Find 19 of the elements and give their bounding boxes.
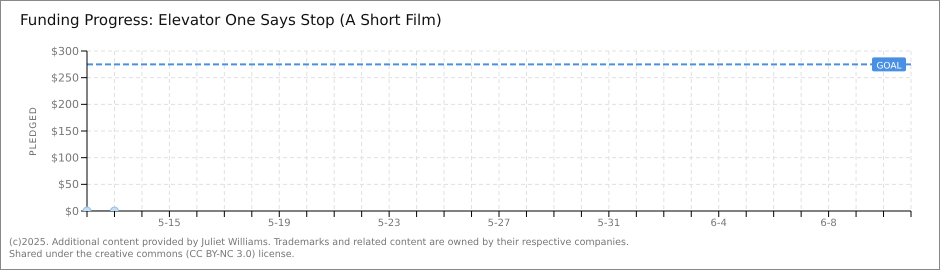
y-tick-label: $250 xyxy=(51,72,79,85)
y-tick-label: $100 xyxy=(51,152,79,165)
y-tick-label: $50 xyxy=(58,178,79,192)
x-tick-label: 6-4 xyxy=(710,218,727,230)
y-axis-title: PLEDGED xyxy=(29,106,40,156)
y-tick-label: $0 xyxy=(65,204,79,218)
y-tick-label: $300 xyxy=(51,44,79,58)
x-tick-label: 6-8 xyxy=(820,218,837,230)
text: Shared under the creative commons (CC BY-NC 3.0) license. xyxy=(9,249,296,261)
x-tick-label: 5-27 xyxy=(488,218,510,230)
y-tick-label: $150 xyxy=(51,124,79,138)
ref-line-label: GOAL xyxy=(876,61,902,72)
x-tick-label: 5-31 xyxy=(598,218,620,230)
x-tick-label: 5-19 xyxy=(268,218,291,230)
x-tick-label: 5-15 xyxy=(158,218,181,230)
text: (c)2025. Additional content provided by Juliet Williams. Trademarks and related content are owned by their respective companies. xyxy=(9,237,629,249)
chart-title: Funding Progress: Elevator One Says Stop (A Short Film) xyxy=(20,11,442,29)
y-tick-label: $200 xyxy=(51,98,79,112)
x-tick-label: 5-23 xyxy=(378,218,400,230)
